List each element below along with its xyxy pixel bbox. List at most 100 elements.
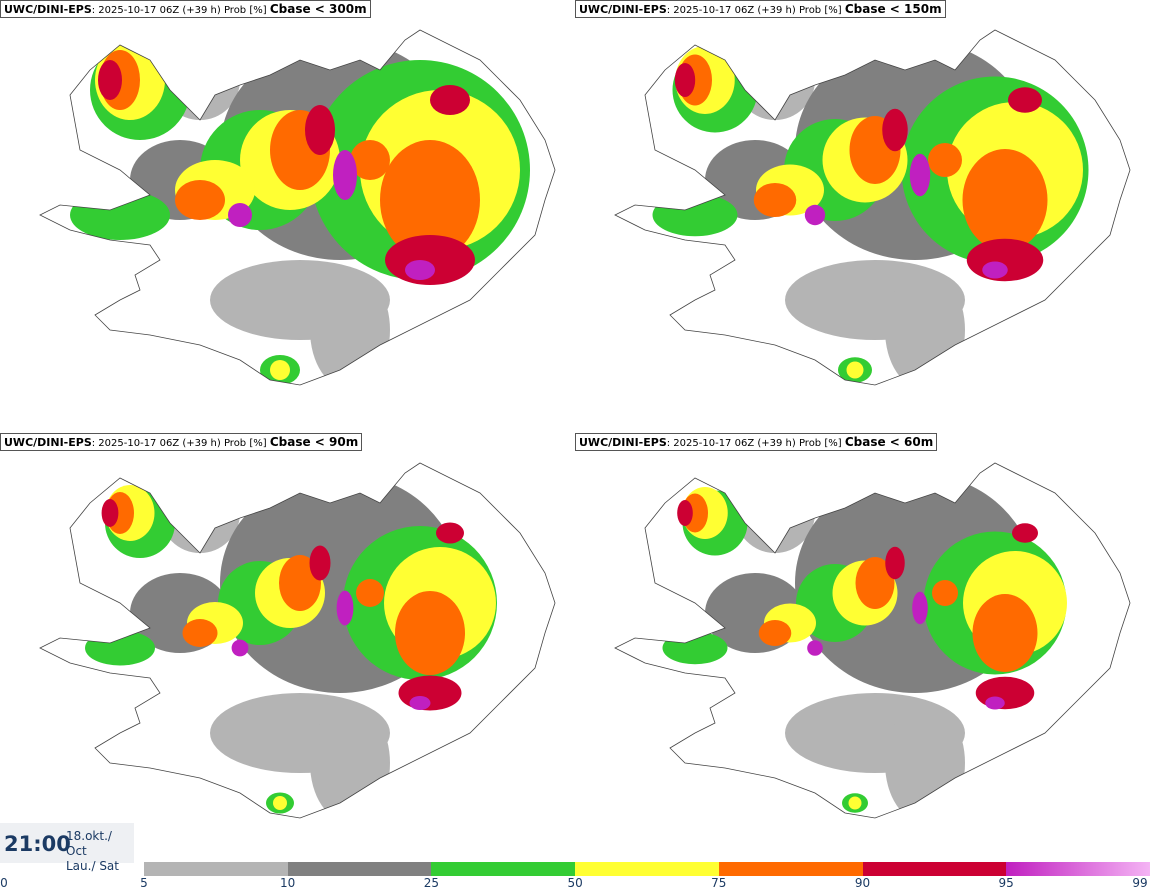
probability-area <box>360 340 555 385</box>
probability-area <box>674 63 696 97</box>
colorbar-segment <box>1006 862 1150 876</box>
colorbar-tick-label: 50 <box>567 876 583 890</box>
probability-area <box>962 149 1048 251</box>
colorbar-tick-label: 75 <box>711 876 727 890</box>
probability-area <box>85 630 155 666</box>
probability-map <box>614 462 1131 819</box>
valid-time-box: 21:00 18.okt./ Oct Lau./ Sat <box>0 823 134 873</box>
probability-area <box>228 203 252 227</box>
probability-area <box>395 591 465 675</box>
probability-area <box>975 676 1035 710</box>
probability-area <box>333 150 357 200</box>
probability-area <box>405 260 435 280</box>
probability-area <box>356 579 384 607</box>
probability-area <box>928 143 962 177</box>
coastline <box>39 462 556 819</box>
probability-area <box>336 590 354 626</box>
colorbar-segment <box>431 862 576 876</box>
probability-area <box>485 792 555 818</box>
probability-area <box>932 580 958 606</box>
probability-area <box>677 500 693 526</box>
probability-area <box>935 340 1130 385</box>
panel-title: UWC/DINI-EPS: 2025-10-17 06Z (+39 h) Pro… <box>0 433 363 451</box>
probability-area <box>305 105 335 155</box>
panel-title: UWC/DINI-EPS: 2025-10-17 06Z (+39 h) Pro… <box>0 0 371 18</box>
colorbar-segment <box>718 862 863 876</box>
probability-area <box>804 204 826 226</box>
probability-area <box>160 473 240 553</box>
colorbar-tick-label: 95 <box>998 876 1014 890</box>
probability-map <box>614 29 1131 386</box>
probability-area <box>807 640 823 656</box>
probability-area <box>753 183 797 217</box>
probability-area <box>735 473 815 553</box>
colorbar-tick-label: 10 <box>280 876 296 890</box>
map-panel-90m: UWC/DINI-EPS: 2025-10-17 06Z (+39 h) Pro… <box>0 433 575 863</box>
probability-map <box>39 462 556 819</box>
probability-area <box>885 546 905 580</box>
probability-area <box>310 270 390 385</box>
colorbar-tick-label: 0 <box>0 876 8 890</box>
probability-area <box>409 696 431 710</box>
panel-title: UWC/DINI-EPS: 2025-10-17 06Z (+39 h) Pro… <box>575 433 938 451</box>
valid-date: 18.okt./ Oct Lau./ Sat <box>66 829 119 873</box>
probability-area <box>430 85 470 115</box>
probability-area <box>972 594 1038 672</box>
coastline <box>614 462 1131 819</box>
colorbar-segment <box>144 862 288 876</box>
probability-area <box>436 522 464 544</box>
colorbar <box>144 862 1150 876</box>
probability-area <box>385 235 475 285</box>
probability-area <box>273 796 287 810</box>
probability-area <box>652 193 738 237</box>
probability-area <box>885 270 965 385</box>
colorbar-segment <box>862 862 1007 876</box>
probability-area <box>758 620 792 646</box>
probability-area <box>310 703 390 818</box>
probability-area <box>98 60 122 100</box>
colorbar-tick-label: 5 <box>140 876 148 890</box>
probability-area <box>470 350 555 385</box>
valid-time: 21:00 <box>4 832 71 856</box>
probability-area <box>360 773 555 818</box>
probability-area <box>885 703 965 818</box>
probability-area <box>370 370 555 385</box>
probability-area <box>662 631 728 665</box>
probability-area <box>350 140 390 180</box>
probability-area <box>1062 793 1128 818</box>
probability-area <box>270 360 290 380</box>
probability-area <box>370 803 555 818</box>
probability-area <box>182 619 218 647</box>
probability-area <box>231 639 249 657</box>
probability-area <box>912 591 928 625</box>
map-panel-300m: UWC/DINI-EPS: 2025-10-17 06Z (+39 h) Pro… <box>0 0 575 430</box>
probability-area <box>935 773 1130 818</box>
probability-map <box>39 29 556 386</box>
map-panel-60m: UWC/DINI-EPS: 2025-10-17 06Z (+39 h) Pro… <box>575 433 1150 863</box>
panel-title: UWC/DINI-EPS: 2025-10-17 06Z (+39 h) Pro… <box>575 0 946 18</box>
coastline <box>614 29 1131 386</box>
colorbar-tick-label: 25 <box>423 876 440 890</box>
probability-area <box>909 153 931 197</box>
probability-area <box>101 499 119 527</box>
probability-area <box>945 803 1130 818</box>
colorbar-segment <box>287 862 432 876</box>
probability-area <box>1012 523 1038 543</box>
probability-area <box>309 545 331 581</box>
probability-area <box>846 361 864 379</box>
probability-area <box>855 557 895 609</box>
probability-area <box>945 370 1130 385</box>
probability-area <box>1008 87 1042 113</box>
coastline <box>39 29 556 386</box>
probability-area <box>380 140 480 260</box>
colorbar-tick-label: 90 <box>854 876 871 890</box>
probability-area <box>398 675 462 711</box>
probability-area <box>848 796 862 810</box>
probability-area <box>882 108 908 152</box>
probability-area <box>175 180 225 220</box>
probability-area <box>985 696 1005 710</box>
probability-area <box>1052 354 1130 385</box>
colorbar-tick-label: 99 <box>1132 876 1148 890</box>
probability-area <box>70 190 170 240</box>
probability-area <box>982 261 1008 279</box>
